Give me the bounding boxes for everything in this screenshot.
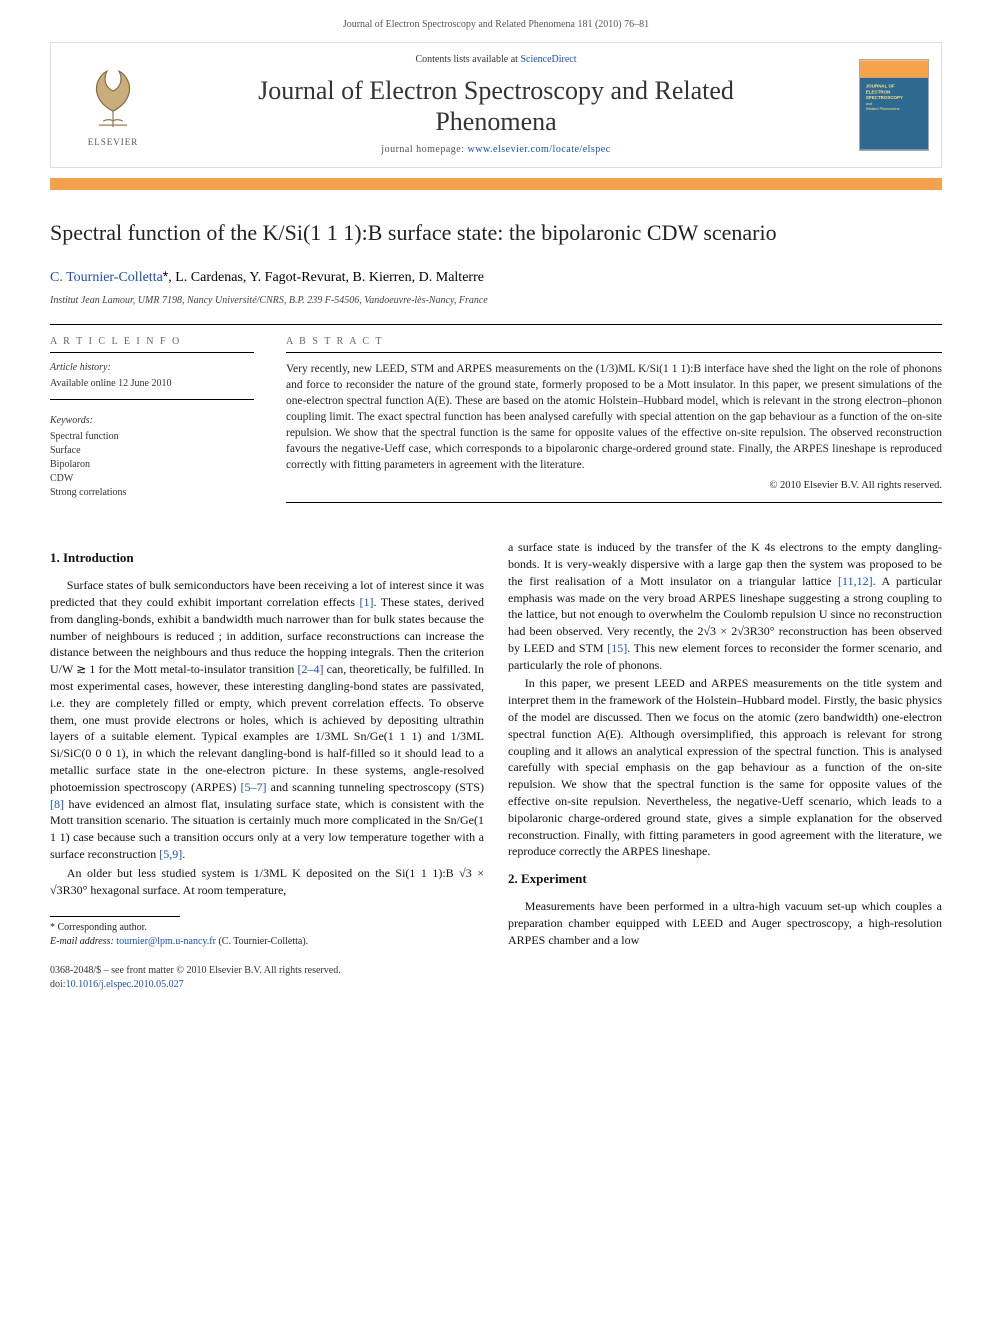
- citation-link[interactable]: [5,9]: [159, 847, 182, 861]
- running-header: Journal of Electron Spectroscopy and Rel…: [0, 0, 992, 42]
- keyword: Strong correlations: [50, 486, 254, 500]
- footnotes: * Corresponding author. E-mail address: …: [50, 921, 484, 949]
- contents-prefix: Contents lists available at: [415, 54, 520, 65]
- journal-cover-thumbnail: JOURNAL OF ELECTRON SPECTROSCOPY and Rel…: [859, 59, 929, 151]
- journal-name: Journal of Electron Spectroscopy and Rel…: [201, 75, 791, 137]
- author-list: C. Tournier-Colletta*, L. Cardenas, Y. F…: [50, 267, 942, 288]
- text-run: and scanning tunneling spectroscopy (STS…: [267, 780, 484, 794]
- keyword: Bipolaron: [50, 458, 254, 472]
- abstract-column: a b s t r a c t Very recently, new LEED,…: [270, 325, 942, 513]
- text-run: can, theoretically, be fulfilled. In mos…: [50, 662, 484, 794]
- abstract-copyright: © 2010 Elsevier B.V. All rights reserved…: [286, 479, 942, 494]
- article-info-column: a r t i c l e i n f o Article history: A…: [50, 325, 270, 513]
- contents-list-line: Contents lists available at ScienceDirec…: [201, 53, 791, 67]
- email-link[interactable]: tournier@lpm.u-nancy.fr: [116, 936, 216, 947]
- intro-para-2b: a surface state is induced by the transf…: [508, 539, 942, 673]
- journal-meta-box: ELSEVIER Contents lists available at Sci…: [50, 42, 942, 168]
- experiment-para-1: Measurements have been performed in a ul…: [508, 898, 942, 948]
- article-history-label: Article history:: [50, 361, 254, 375]
- article-title: Spectral function of the K/Si(1 1 1):B s…: [50, 218, 942, 249]
- svg-text:and: and: [866, 102, 872, 106]
- intro-para-3: In this paper, we present LEED and ARPES…: [508, 675, 942, 860]
- text-run: have evidenced an almost flat, insulatin…: [50, 797, 484, 861]
- homepage-link[interactable]: www.elsevier.com/locate/elspec: [468, 144, 611, 155]
- doi-link[interactable]: 10.1016/j.elspec.2010.05.027: [66, 979, 184, 990]
- email-line: E-mail address: tournier@lpm.u-nancy.fr …: [50, 935, 484, 949]
- author-link-corresponding[interactable]: C. Tournier-Colletta: [50, 270, 163, 285]
- abstract-header: a b s t r a c t: [286, 335, 942, 353]
- citation-link[interactable]: [11,12]: [838, 574, 873, 588]
- keyword: CDW: [50, 472, 254, 486]
- article-history-value: Available online 12 June 2010: [50, 377, 254, 391]
- keyword: Spectral function: [50, 430, 254, 444]
- journal-homepage-line: journal homepage: www.elsevier.com/locat…: [201, 143, 791, 157]
- citation-link[interactable]: [1]: [359, 595, 373, 609]
- article-info-header: a r t i c l e i n f o: [50, 335, 254, 353]
- elsevier-label: ELSEVIER: [63, 136, 163, 149]
- orange-divider-bar: [50, 178, 942, 190]
- elsevier-logo: ELSEVIER: [63, 61, 163, 149]
- citation-link[interactable]: [8]: [50, 797, 64, 811]
- svg-text:SPECTROSCOPY: SPECTROSCOPY: [866, 95, 903, 100]
- section-heading-experiment: 2. Experiment: [508, 870, 942, 888]
- section-heading-intro: 1. Introduction: [50, 549, 484, 567]
- bottom-meta: 0368-2048/$ – see front matter © 2010 El…: [50, 964, 942, 992]
- doi-label: doi:: [50, 979, 66, 990]
- info-abstract-row: a r t i c l e i n f o Article history: A…: [50, 324, 942, 513]
- keyword: Surface: [50, 444, 254, 458]
- svg-text:JOURNAL OF: JOURNAL OF: [866, 84, 895, 89]
- doi-line: doi:10.1016/j.elspec.2010.05.027: [50, 978, 942, 992]
- citation-link[interactable]: [15]: [607, 641, 627, 655]
- svg-text:ELECTRON: ELECTRON: [866, 90, 891, 95]
- svg-text:Related Phenomena: Related Phenomena: [866, 107, 901, 111]
- intro-para-1: Surface states of bulk semiconductors ha…: [50, 577, 484, 863]
- authors-rest: , L. Cardenas, Y. Fagot-Revurat, B. Kier…: [168, 270, 484, 285]
- abstract-text: Very recently, new LEED, STM and ARPES m…: [286, 361, 942, 474]
- text-run: .: [182, 847, 185, 861]
- text-run: An older but less studied system is 1/3M…: [50, 866, 484, 897]
- corresponding-note: * Corresponding author.: [50, 921, 484, 935]
- article-body: 1. Introduction Surface states of bulk s…: [50, 539, 942, 950]
- citation-link[interactable]: [2–4]: [298, 662, 324, 676]
- homepage-prefix: journal homepage:: [381, 144, 467, 155]
- email-label: E-mail address:: [50, 936, 116, 947]
- email-suffix: (C. Tournier-Colletta).: [216, 936, 308, 947]
- citation-link[interactable]: [5–7]: [241, 780, 267, 794]
- footnote-rule: [50, 916, 180, 917]
- keywords-label: Keywords:: [50, 414, 254, 428]
- affiliation: Institut Jean Lamour, UMR 7198, Nancy Un…: [50, 294, 942, 308]
- intro-para-2a: An older but less studied system is 1/3M…: [50, 865, 484, 899]
- elsevier-tree-icon: [83, 61, 143, 129]
- sciencedirect-link[interactable]: ScienceDirect: [520, 54, 576, 65]
- issn-line: 0368-2048/$ – see front matter © 2010 El…: [50, 964, 942, 978]
